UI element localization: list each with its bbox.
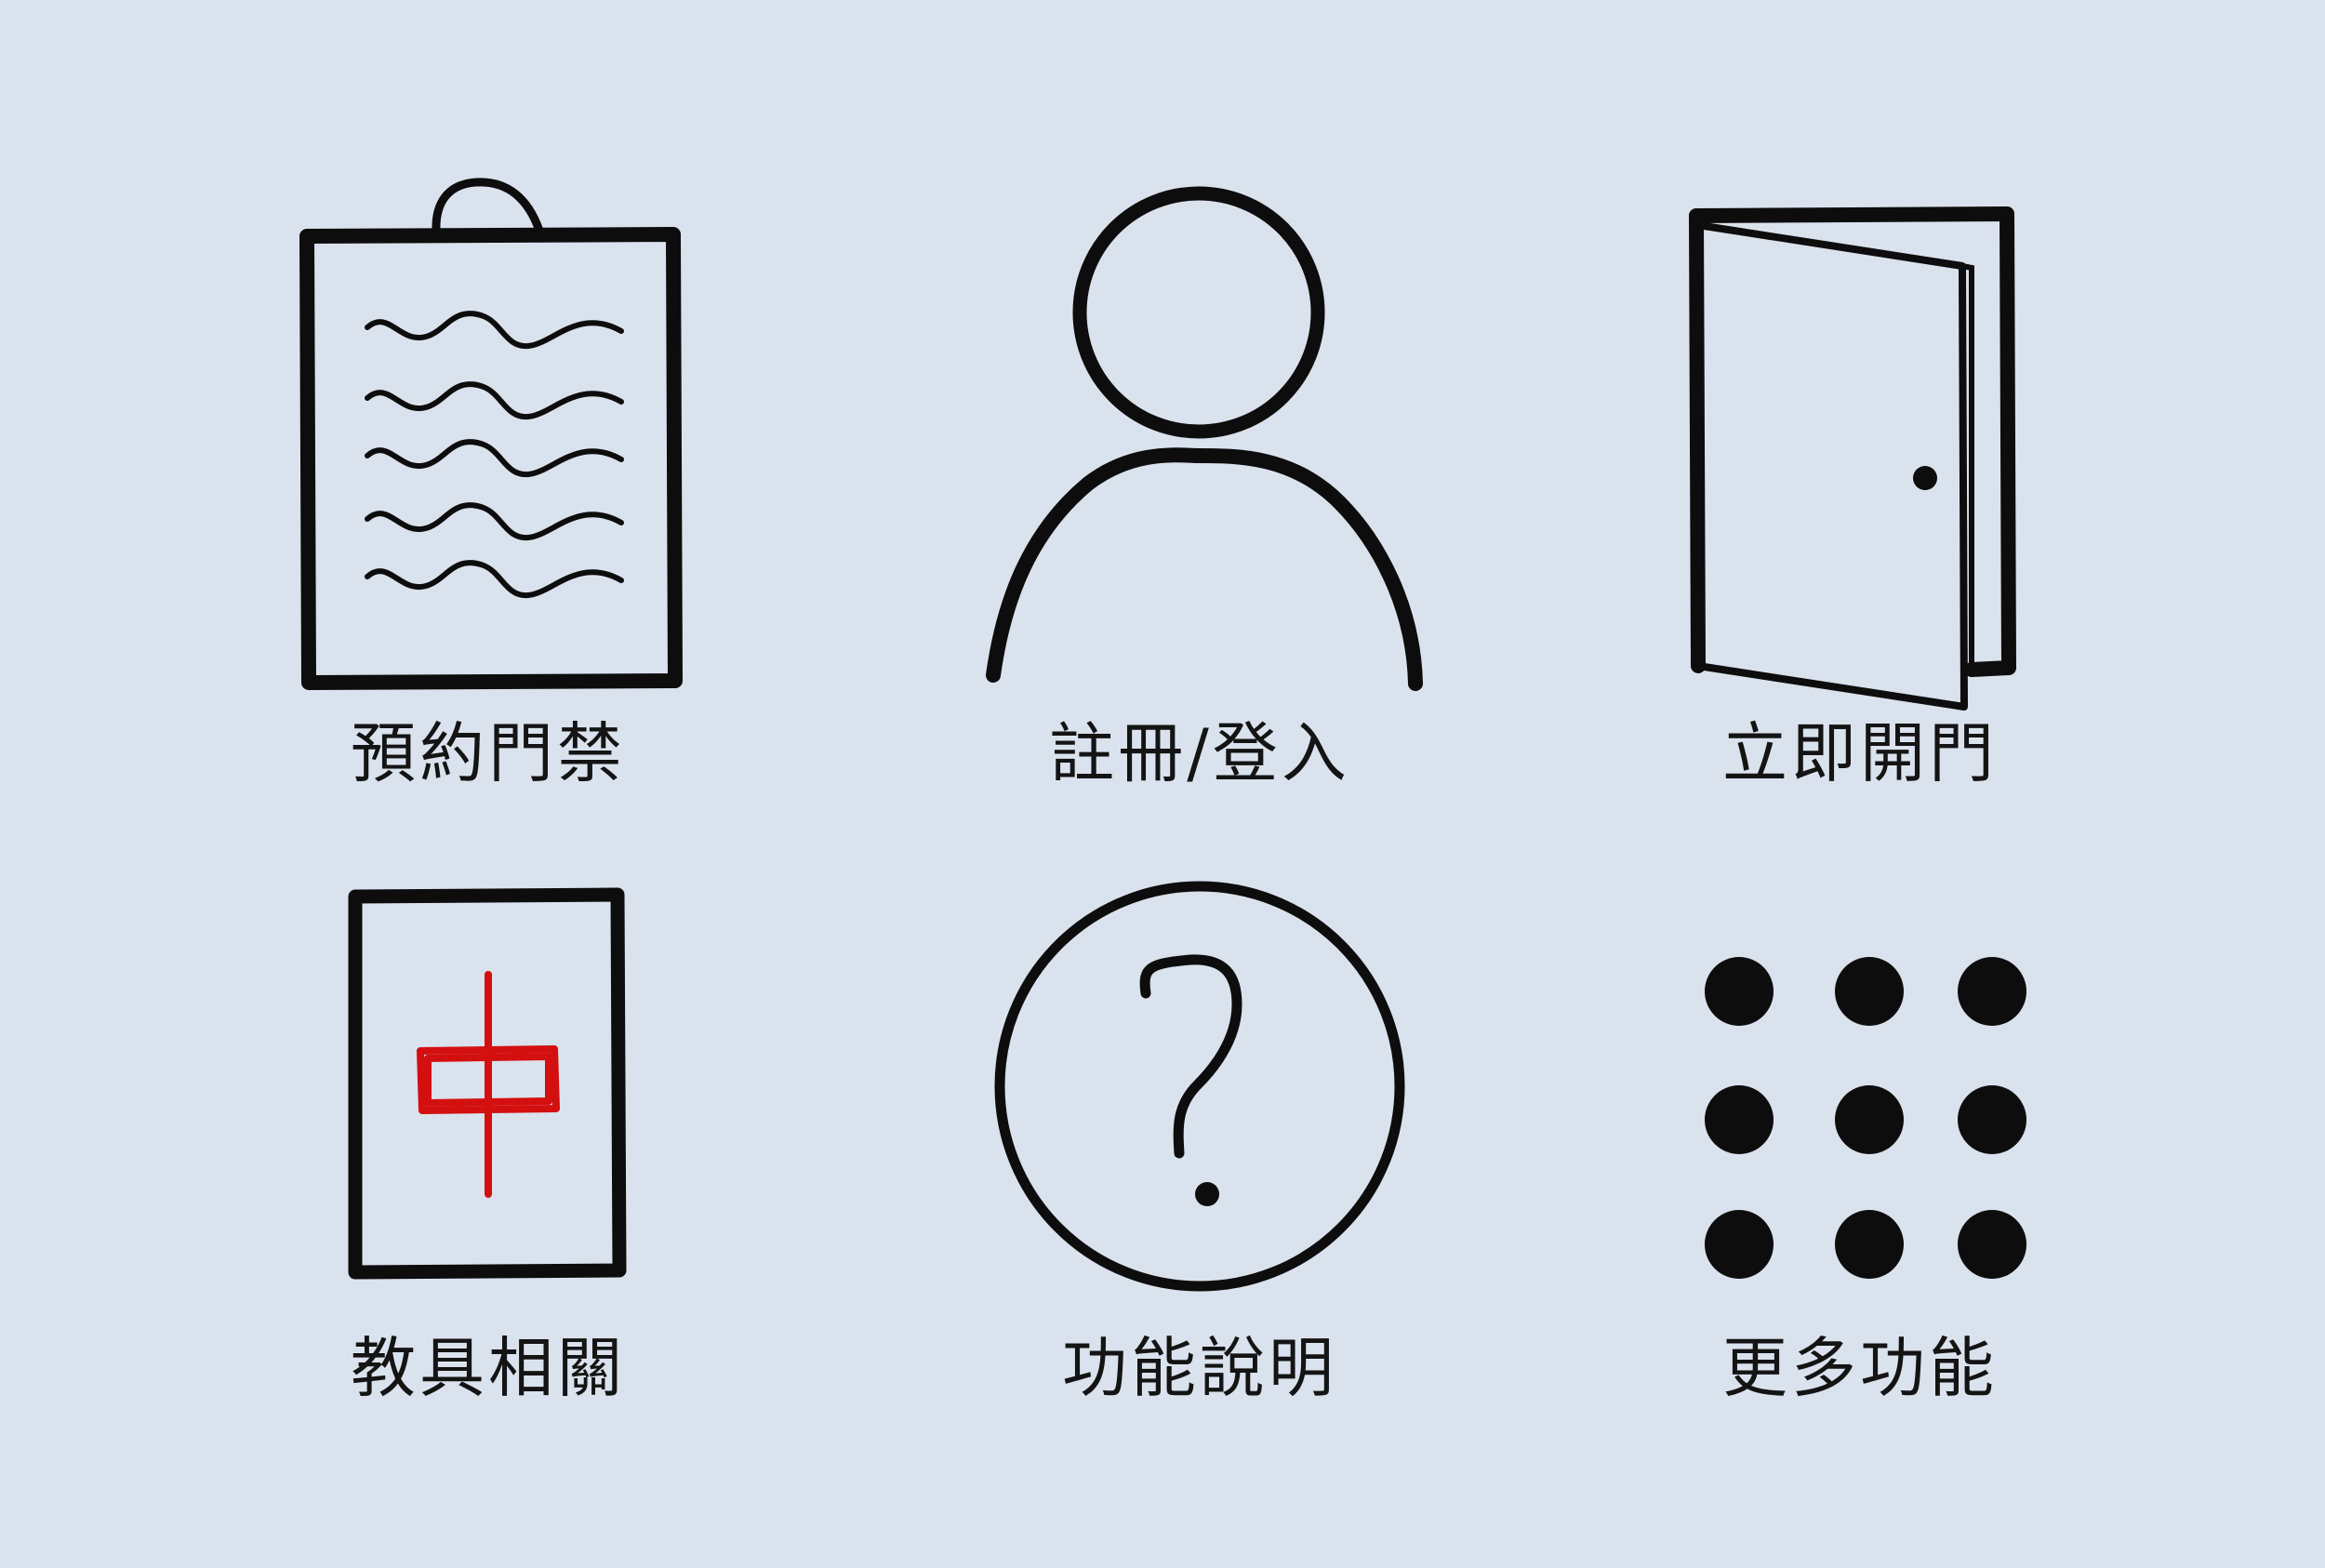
register-login-label: 註冊/登入 <box>1049 715 1350 791</box>
equipment-label: 教具相關 <box>351 1330 626 1406</box>
open-door-label: 立即開門 <box>1722 715 1998 791</box>
more-features-button[interactable]: 更多功能 <box>1665 874 2055 1442</box>
user-icon <box>986 186 1423 691</box>
register-login-button[interactable]: 註冊/登入 <box>967 158 1432 809</box>
hongzhong-tile-icon <box>348 887 627 1280</box>
booking-button[interactable]: 預約門禁 <box>279 158 698 809</box>
clipboard-icon <box>299 178 683 690</box>
help-label: 功能說明 <box>1062 1330 1337 1406</box>
door-icon <box>1689 206 2016 711</box>
help-button[interactable]: 功能說明 <box>967 874 1432 1442</box>
open-door-button[interactable]: 立即開門 <box>1665 158 2055 809</box>
equipment-button[interactable]: 教具相關 <box>279 874 698 1442</box>
question-icon <box>994 881 1405 1292</box>
grid-dots-icon <box>1705 957 2026 1279</box>
more-features-label: 更多功能 <box>1722 1330 1998 1406</box>
booking-label: 預約門禁 <box>351 715 626 791</box>
